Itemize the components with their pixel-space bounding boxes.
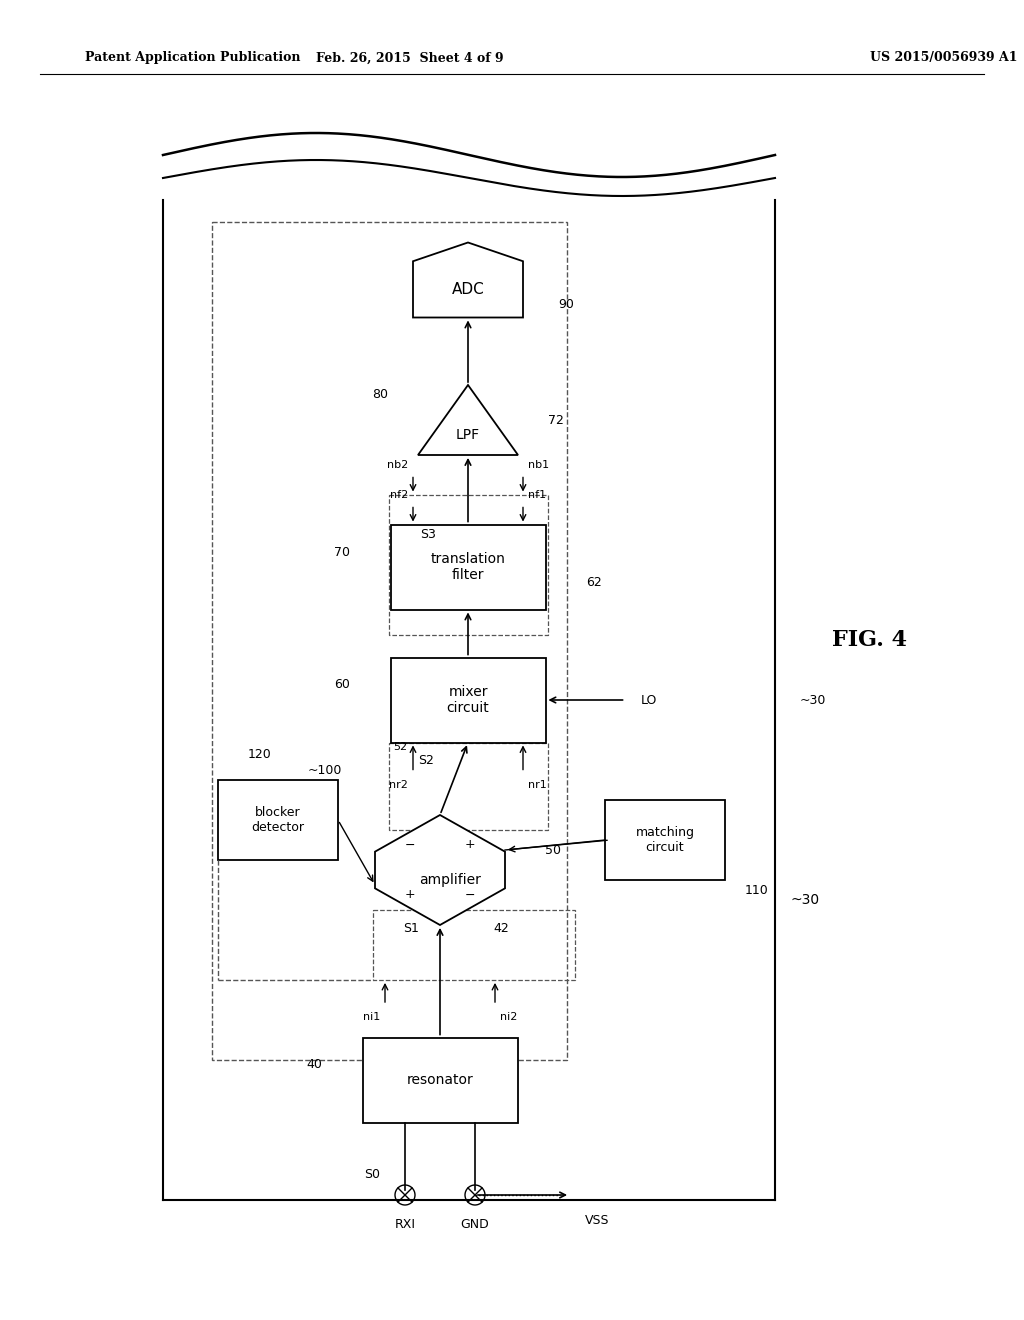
- Polygon shape: [413, 243, 523, 318]
- Text: +: +: [465, 838, 475, 851]
- Text: 62: 62: [586, 576, 602, 589]
- Bar: [373, 909, 575, 979]
- Bar: [212, 222, 567, 1060]
- Text: 42: 42: [493, 921, 509, 935]
- Text: ~100: ~100: [308, 763, 342, 776]
- Text: Feb. 26, 2015  Sheet 4 of 9: Feb. 26, 2015 Sheet 4 of 9: [316, 51, 504, 65]
- Text: S1: S1: [403, 921, 419, 935]
- Text: mixer
circuit: mixer circuit: [446, 685, 489, 715]
- Text: nb2: nb2: [387, 459, 408, 470]
- Text: GND: GND: [461, 1218, 489, 1232]
- Text: ADC: ADC: [452, 282, 484, 297]
- Text: nf1: nf1: [528, 490, 546, 499]
- Text: 40: 40: [306, 1059, 322, 1072]
- Bar: [390, 524, 546, 610]
- Text: ni2: ni2: [500, 1012, 517, 1022]
- Text: nr2: nr2: [389, 780, 408, 789]
- Text: 90: 90: [558, 298, 573, 312]
- Text: ni1: ni1: [362, 1012, 380, 1022]
- Text: 60: 60: [334, 678, 350, 692]
- Bar: [388, 495, 548, 635]
- Text: blocker
detector: blocker detector: [252, 807, 304, 834]
- Text: 70: 70: [334, 545, 350, 558]
- Polygon shape: [375, 814, 505, 925]
- Text: 52: 52: [393, 742, 408, 752]
- Text: VSS: VSS: [585, 1213, 609, 1226]
- Text: 50: 50: [545, 843, 561, 857]
- Text: 120: 120: [248, 748, 271, 762]
- Text: nr1: nr1: [528, 780, 547, 789]
- Text: −: −: [404, 838, 416, 851]
- Text: LPF: LPF: [456, 428, 480, 442]
- Text: 72: 72: [548, 413, 564, 426]
- Text: −: −: [465, 888, 475, 902]
- Text: nb1: nb1: [528, 459, 549, 470]
- Text: S3: S3: [420, 528, 436, 541]
- Text: amplifier: amplifier: [419, 873, 481, 887]
- Text: +: +: [404, 888, 416, 902]
- Text: ~30: ~30: [790, 894, 819, 907]
- Text: 80: 80: [372, 388, 388, 401]
- Text: RXI: RXI: [394, 1218, 416, 1232]
- Text: S2: S2: [419, 754, 434, 767]
- Bar: [605, 800, 725, 880]
- Text: S0: S0: [364, 1168, 380, 1181]
- Text: ~30: ~30: [800, 693, 826, 706]
- Bar: [388, 742, 548, 830]
- Text: US 2015/0056939 A1: US 2015/0056939 A1: [870, 51, 1018, 65]
- Text: LO: LO: [640, 693, 656, 706]
- Text: nf2: nf2: [390, 490, 408, 499]
- Bar: [362, 1038, 517, 1122]
- Text: resonator: resonator: [407, 1073, 473, 1086]
- Text: translation
filter: translation filter: [430, 552, 506, 582]
- Text: Patent Application Publication: Patent Application Publication: [85, 51, 300, 65]
- Bar: [218, 780, 338, 861]
- Bar: [390, 657, 546, 742]
- Text: FIG. 4: FIG. 4: [833, 630, 907, 651]
- Polygon shape: [418, 385, 518, 455]
- Text: matching
circuit: matching circuit: [636, 826, 694, 854]
- Text: 110: 110: [745, 883, 769, 896]
